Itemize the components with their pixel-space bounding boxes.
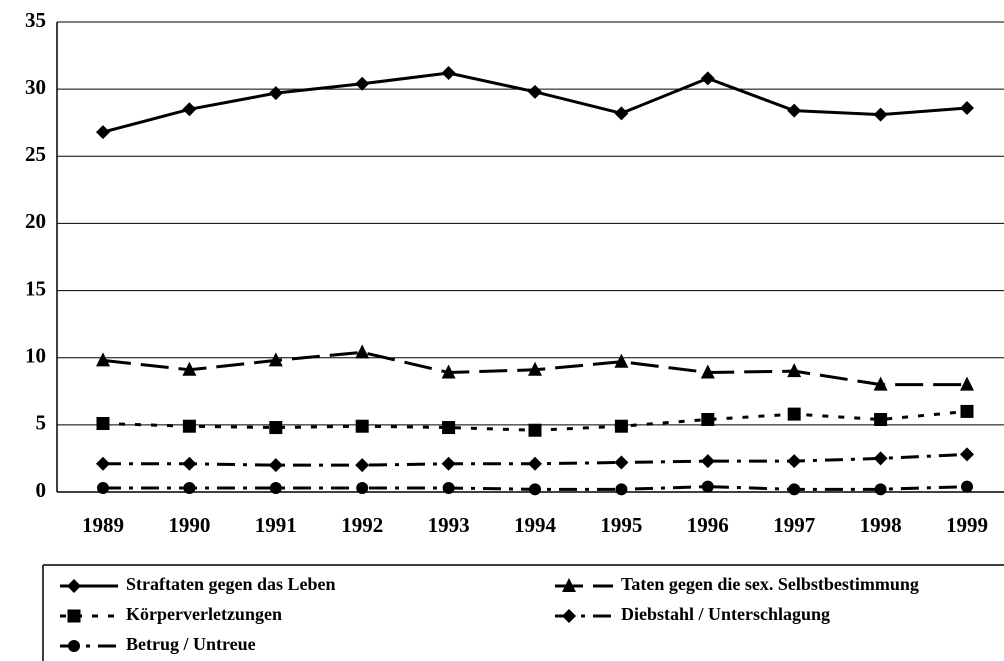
marker [182,102,197,117]
x-tick-label: 1998 [860,513,902,537]
marker [788,483,801,496]
x-tick-label: 1992 [341,513,383,537]
marker [355,458,370,473]
marker [873,107,888,122]
marker [614,106,629,121]
y-tick-label: 0 [36,478,47,502]
marker [268,352,283,367]
y-tick-label: 30 [25,75,46,99]
legend-label: Betrug / Untreue [126,634,256,654]
legend-label: Körperverletzungen [126,604,282,624]
marker [355,76,370,91]
marker [269,421,283,435]
marker [873,451,888,466]
marker [528,456,542,471]
marker [701,480,714,493]
marker [614,455,629,470]
marker [356,481,369,494]
marker [787,363,802,378]
marker [562,578,576,592]
x-tick-label: 1994 [514,513,557,537]
legend-label: Straftaten gegen das Leben [126,574,336,594]
marker [68,640,80,652]
x-tick-label: 1995 [600,513,642,537]
marker [441,364,456,379]
marker [961,480,973,493]
marker [182,456,197,471]
marker [96,456,110,471]
marker [960,100,974,115]
marker [960,376,974,391]
marker [96,417,110,431]
marker [442,421,456,435]
marker [67,609,81,623]
marker [355,344,370,359]
y-tick-label: 5 [36,411,47,435]
marker [441,456,456,471]
x-tick-label: 1991 [255,513,297,537]
marker [614,353,629,368]
y-tick-label: 35 [25,8,46,32]
y-tick-label: 20 [25,209,46,233]
series-line [102,71,968,134]
legend-label: Taten gegen die sex. Selbstbestimmung [621,574,919,594]
marker [787,407,801,421]
marker [355,419,369,433]
marker [96,125,110,140]
marker [960,404,974,418]
marker [615,483,628,496]
marker [182,361,197,376]
marker [960,447,974,462]
x-tick-label: 1993 [428,513,470,537]
marker [269,481,282,494]
marker [528,84,542,99]
marker [441,66,456,81]
y-tick-label: 25 [25,142,46,166]
marker [528,361,542,376]
marker [701,412,715,426]
y-tick-label: 10 [25,344,46,368]
marker [268,458,283,473]
x-tick-label: 1990 [168,513,210,537]
marker [700,71,715,86]
marker [787,103,802,118]
marker [614,419,628,433]
x-tick-label: 1996 [687,513,729,537]
marker [874,412,888,426]
marker [700,364,715,379]
x-tick-label: 1989 [82,513,124,537]
marker [874,483,887,496]
marker [97,481,109,494]
marker [528,423,542,437]
marker [96,352,110,367]
marker [268,86,283,101]
x-tick-label: 1999 [946,513,988,537]
marker [183,481,196,494]
marker [787,454,802,469]
y-tick-label: 15 [25,276,46,300]
legend-label: Diebstahl / Unterschlagung [621,604,830,624]
marker [67,579,81,593]
marker [182,419,196,433]
marker [700,454,715,469]
marker [529,483,541,496]
marker [873,376,888,391]
marker [442,481,455,494]
x-tick-label: 1997 [773,513,815,537]
marker [562,609,576,623]
